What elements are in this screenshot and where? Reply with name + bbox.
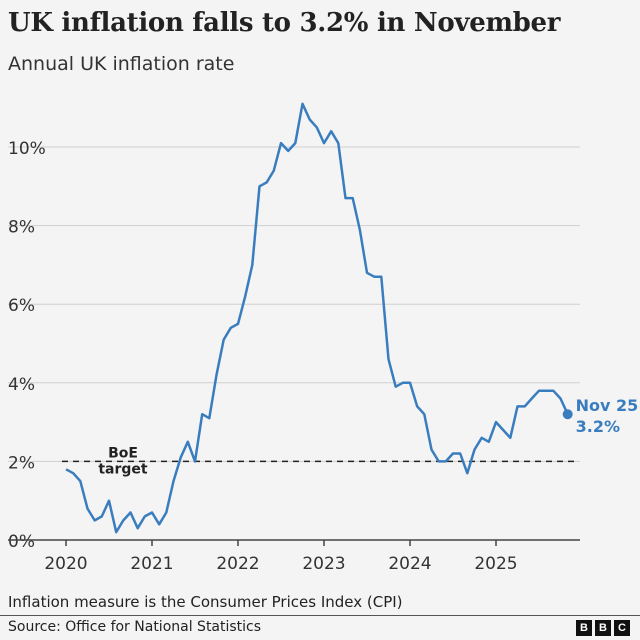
x-tick-label: 2021 [130,554,173,574]
logo-letter: C [614,620,630,636]
boe-label: BoE [108,445,138,461]
chart-title: UK inflation falls to 3.2% in November [8,8,561,38]
x-tick-label: 2020 [44,554,87,574]
line-chart: 0% 2% 4% 6% 8% 10% 2020 2021 2022 2023 2024 2025 BoE… [8,102,639,574]
y-tick-label: 2% [8,453,35,473]
end-label: Nov 25 [576,396,639,415]
latest-point-marker [562,409,573,420]
y-tick-label: 6% [8,296,35,316]
y-tick-label: 0% [8,532,35,552]
x-tick-label: 2024 [388,554,431,574]
divider [0,615,640,616]
x-tick-label: 2023 [302,554,345,574]
boe-label: target [98,461,148,477]
chart-subtitle: Annual UK inflation rate [8,53,235,75]
footnote: Inflation measure is the Consumer Prices… [8,593,403,611]
logo-letter: B [576,620,592,636]
y-tick-label: 8% [8,218,35,238]
inflation-series-line [65,102,569,534]
y-tick-label: 10% [8,139,46,159]
y-tick-label: 4% [8,375,35,395]
source-text: Source: Office for National Statistics [8,619,262,635]
bbc-logo: B B C [576,620,630,636]
x-tick-label: 2022 [216,554,259,574]
end-value-label: 3.2% [576,417,620,436]
x-tick-label: 2025 [474,554,517,574]
logo-letter: B [595,620,611,636]
